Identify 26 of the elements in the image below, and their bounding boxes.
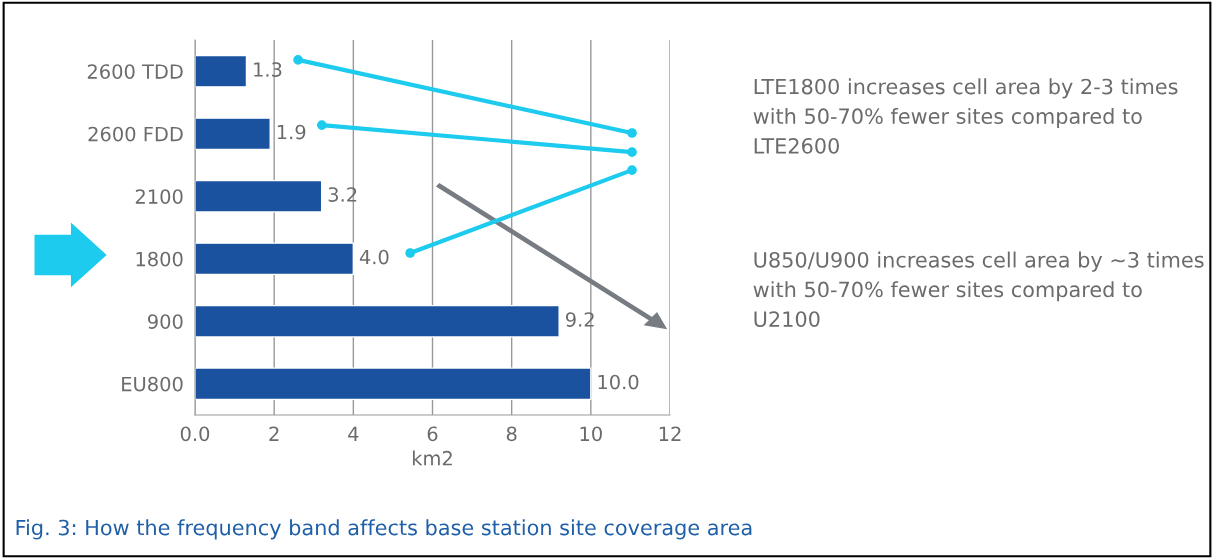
caption: Fig. 3: How the frequency band affects base station site coverage area (16, 519, 752, 540)
data-label: 4.0 (359, 249, 389, 265)
y-tick-label: 900 (148, 314, 183, 329)
y-tick-label: 1800 (136, 251, 183, 267)
data-label: 10.0 (598, 374, 639, 390)
y-tick-label: 2600 TDD (87, 64, 183, 79)
y-tick-label: 2600 FDD (88, 126, 183, 142)
x-tick-label: 0.0 (180, 426, 210, 442)
x-tick-label: 10 (580, 426, 602, 442)
bar (195, 367, 592, 401)
y-tick-label: EU800 (122, 376, 183, 392)
bar (195, 117, 271, 151)
data-label: 1.9 (277, 124, 306, 140)
bar (195, 304, 560, 338)
bar (195, 242, 355, 276)
bar (195, 179, 323, 213)
text: U850/U900 increases cell area by ~3 times with 50-70% fewer sites compared to U2100 (753, 251, 1204, 327)
x-axis-title: km2 (412, 450, 452, 466)
x-tick-label: 4 (348, 426, 359, 441)
y-tick-label: 2100 (135, 189, 183, 204)
x-tick-label: 2 (269, 426, 279, 441)
text: LTE1800 increases cell area by 2-3 times with 50-70% fewer sites compared to LTE2600 (753, 78, 1178, 154)
x-tick-label: 6 (427, 426, 438, 442)
x-tick-label: 12 (659, 426, 681, 441)
x-tick-label: 8 (506, 426, 517, 442)
bar (195, 54, 248, 88)
